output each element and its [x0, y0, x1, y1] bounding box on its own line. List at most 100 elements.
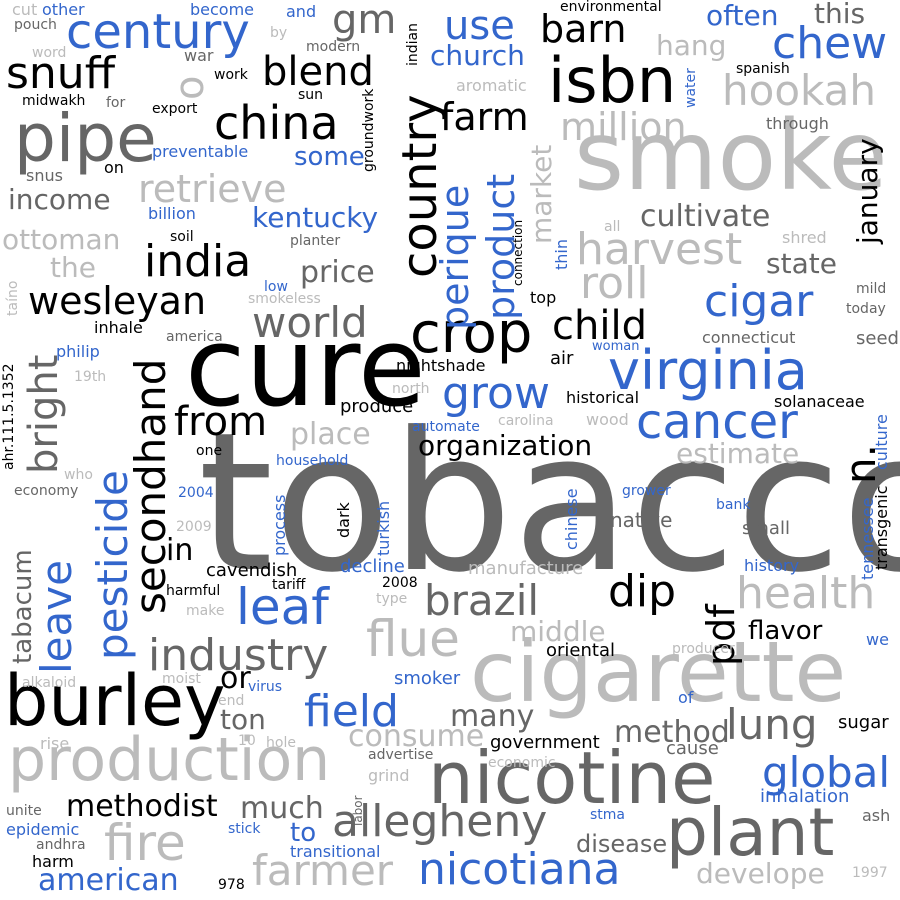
word-to: to	[290, 818, 317, 848]
word-plant: plant	[666, 794, 835, 871]
word-harm: harm	[32, 852, 74, 871]
word-wesleyan: wesleyan	[28, 279, 207, 323]
word-d2008: 2008	[382, 575, 418, 591]
word-ton: ton	[220, 703, 266, 736]
word-virus: virus	[248, 679, 283, 695]
word-tobacco: tobacco	[198, 392, 900, 615]
word-market: market	[525, 144, 558, 244]
word-sugar: sugar	[838, 712, 889, 733]
word-century: century	[66, 4, 250, 60]
word-mild: mild	[856, 281, 887, 297]
word-for: for	[106, 95, 126, 111]
word-dip: dip	[608, 566, 677, 617]
word-the: the	[50, 251, 96, 284]
word-process: process	[270, 494, 289, 556]
word-connecticut: connecticut	[702, 328, 796, 347]
word-low: low	[264, 279, 288, 295]
word-billion: billion	[148, 204, 196, 223]
word-barn: barn	[540, 7, 627, 51]
word-flavor: flavor	[748, 616, 823, 646]
word-gm: gm	[332, 0, 397, 43]
word-much: much	[240, 791, 324, 826]
word-tabacum: tabacum	[8, 549, 38, 664]
word-alkaloid: alkaloid	[22, 675, 77, 691]
word-d978: 978	[218, 877, 245, 893]
word-water: water	[683, 68, 699, 108]
word-automate: automate	[412, 419, 480, 435]
word-government: government	[490, 732, 600, 753]
word-become: become	[190, 0, 255, 19]
word-this: this	[814, 0, 866, 30]
word-cultivate: cultivate	[640, 199, 771, 234]
word-north: north	[392, 381, 430, 397]
word-industry: industry	[148, 630, 329, 681]
word-manufacture: manufacture	[468, 558, 584, 579]
word-stick: stick	[228, 821, 261, 837]
word-income: income	[8, 183, 111, 216]
word-o: o	[167, 75, 213, 100]
word-price: price	[300, 255, 375, 290]
word-cigar: cigar	[704, 276, 814, 327]
word-taino: taíno	[5, 280, 21, 316]
word-unite: unite	[6, 803, 42, 819]
word-d1997: 1997	[852, 865, 888, 881]
word-d10: 10	[238, 733, 256, 749]
word-we: we	[866, 630, 889, 649]
word-carolina: carolina	[498, 413, 554, 429]
word-tariff: tariff	[272, 577, 306, 593]
word-by: by	[270, 25, 288, 41]
word-spanish: spanish	[736, 61, 790, 77]
word-from: from	[174, 399, 268, 445]
word-brazil: brazil	[424, 576, 540, 625]
word-hookah: hookah	[722, 66, 876, 115]
word-burley: burley	[4, 660, 226, 742]
word-andhra: andhra	[36, 837, 86, 853]
word-lung: lung	[726, 700, 818, 749]
word-transitional: transitional	[290, 842, 381, 861]
word-nicotiana: nicotiana	[418, 844, 621, 895]
word-ash: ash	[862, 806, 891, 825]
word-perique: perique	[433, 184, 477, 330]
word-epidemic: epidemic	[6, 820, 80, 839]
word-modern: modern	[306, 39, 361, 55]
word-air: air	[550, 348, 574, 369]
word-native: native	[610, 508, 673, 532]
word-d2004: 2004	[178, 485, 214, 501]
word-farmer: farmer	[252, 846, 394, 895]
word-bank: bank	[716, 497, 751, 513]
word-fire: fire	[104, 814, 186, 872]
word-oriental: oriental	[546, 640, 615, 661]
word-cause: cause	[666, 738, 719, 759]
word-groundwork: groundwork	[361, 88, 377, 172]
word-cure: cure	[185, 303, 426, 431]
word-smokeless: smokeless	[248, 291, 321, 307]
word-organization: organization	[418, 429, 593, 462]
word-soil: soil	[170, 229, 194, 245]
word-work: work	[214, 67, 248, 83]
word-make: make	[186, 603, 225, 619]
word-historical: historical	[566, 388, 640, 407]
word-advertise: advertise	[368, 747, 434, 763]
word-cavendish: cavendish	[206, 560, 298, 581]
word-all: all	[604, 219, 621, 235]
word-place: place	[290, 417, 371, 452]
word-solanaceae: solanaceae	[774, 392, 865, 411]
word-methodist: methodist	[66, 789, 218, 824]
word-planter: planter	[290, 233, 341, 249]
word-moist: moist	[162, 671, 201, 687]
word-economic: economic	[488, 755, 556, 771]
word-environmental: environmental	[560, 0, 662, 15]
word-allegheny: allegheny	[332, 796, 548, 847]
word-disease: disease	[576, 830, 668, 858]
word-in: in	[166, 533, 194, 568]
word-ottoman: ottoman	[2, 223, 121, 256]
word-nightshade: nightshade	[396, 356, 486, 375]
word-of: of	[678, 688, 694, 707]
word-china: china	[214, 96, 339, 150]
word-production: production	[8, 725, 331, 795]
word-seed: seed	[856, 328, 899, 349]
word-d19th: 19th	[74, 369, 107, 385]
word-on: on	[104, 158, 124, 177]
word-pouch: pouch	[14, 17, 57, 33]
word-midwakh: midwakh	[22, 93, 86, 109]
